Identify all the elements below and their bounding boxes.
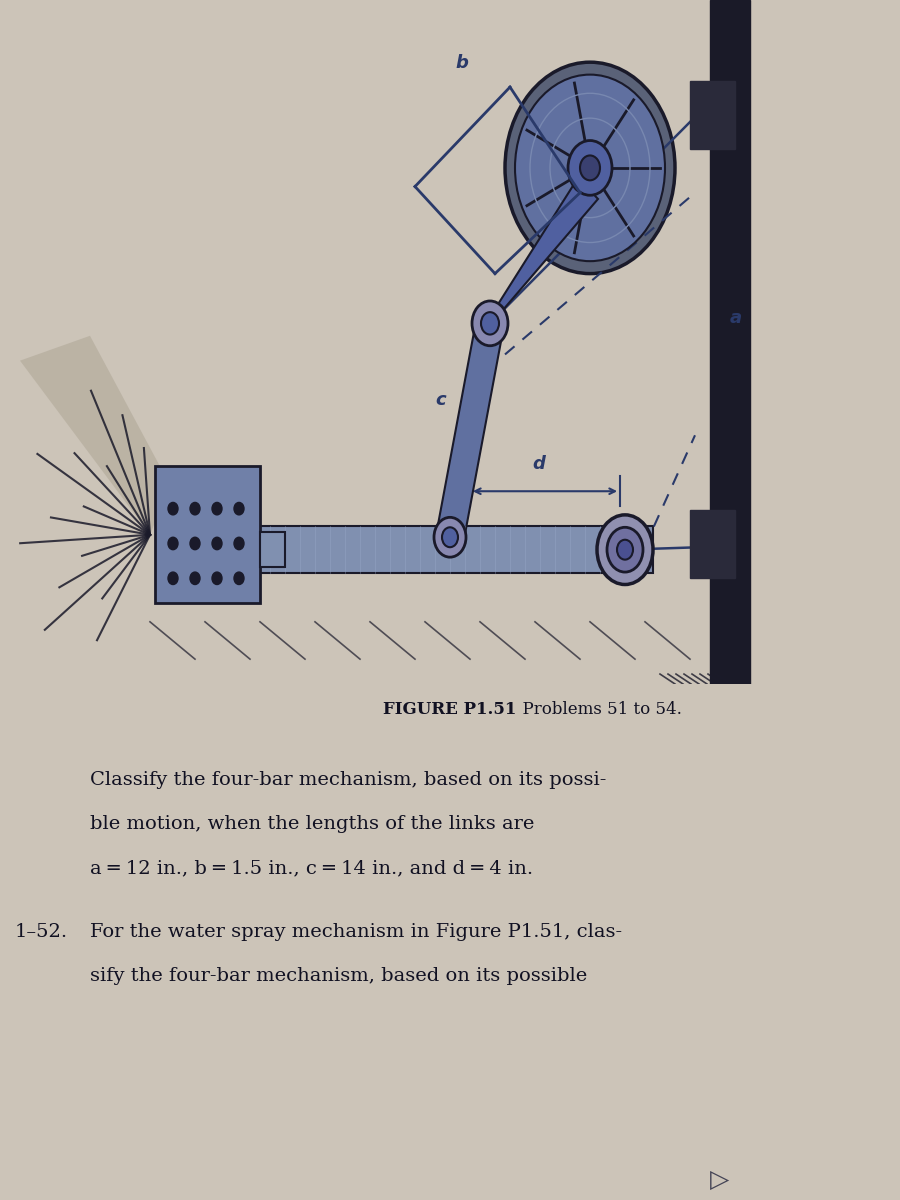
Circle shape <box>190 572 200 584</box>
Text: d: d <box>533 455 545 473</box>
Circle shape <box>607 527 643 572</box>
Bar <box>710 0 750 684</box>
Circle shape <box>168 572 178 584</box>
Circle shape <box>168 503 178 515</box>
Circle shape <box>190 538 200 550</box>
Bar <box>690 80 735 149</box>
Circle shape <box>234 538 244 550</box>
Circle shape <box>568 140 612 196</box>
Text: a: a <box>730 310 742 328</box>
Circle shape <box>212 572 222 584</box>
Circle shape <box>472 301 508 346</box>
Circle shape <box>212 503 222 515</box>
Circle shape <box>505 62 675 274</box>
Circle shape <box>442 527 458 547</box>
Circle shape <box>580 156 600 180</box>
Text: b: b <box>455 54 468 72</box>
Circle shape <box>234 503 244 515</box>
Bar <box>215 526 653 574</box>
Circle shape <box>617 540 633 559</box>
Polygon shape <box>482 178 598 330</box>
Circle shape <box>212 538 222 550</box>
Circle shape <box>597 515 653 584</box>
Text: ▷: ▷ <box>710 1168 730 1192</box>
Text: 1–52.: 1–52. <box>15 923 68 941</box>
Circle shape <box>190 503 200 515</box>
Text: FIGURE P1.51: FIGURE P1.51 <box>383 702 517 719</box>
Bar <box>690 510 735 578</box>
Text: For the water spray mechanism in Figure P1.51, clas-: For the water spray mechanism in Figure … <box>90 923 622 941</box>
Text: sify the four-bar mechanism, based on its possible: sify the four-bar mechanism, based on it… <box>90 967 587 985</box>
Text: ble motion, when the lengths of the links are: ble motion, when the lengths of the link… <box>90 815 535 833</box>
Circle shape <box>434 517 466 557</box>
Circle shape <box>168 538 178 550</box>
Text: c: c <box>435 391 446 409</box>
Bar <box>155 467 260 604</box>
Bar <box>260 533 285 568</box>
Text: Problems 51 to 54.: Problems 51 to 54. <box>512 702 682 719</box>
Circle shape <box>515 74 665 262</box>
Circle shape <box>481 312 499 335</box>
Polygon shape <box>436 319 504 541</box>
Text: a ═ 12 in., b ═ 1.5 in., c ═ 14 in., and d ═ 4 in.: a ═ 12 in., b ═ 1.5 in., c ═ 14 in., and… <box>90 859 533 877</box>
Text: Classify the four-bar mechanism, based on its possi-: Classify the four-bar mechanism, based o… <box>90 770 607 790</box>
Polygon shape <box>20 336 170 535</box>
Circle shape <box>234 572 244 584</box>
